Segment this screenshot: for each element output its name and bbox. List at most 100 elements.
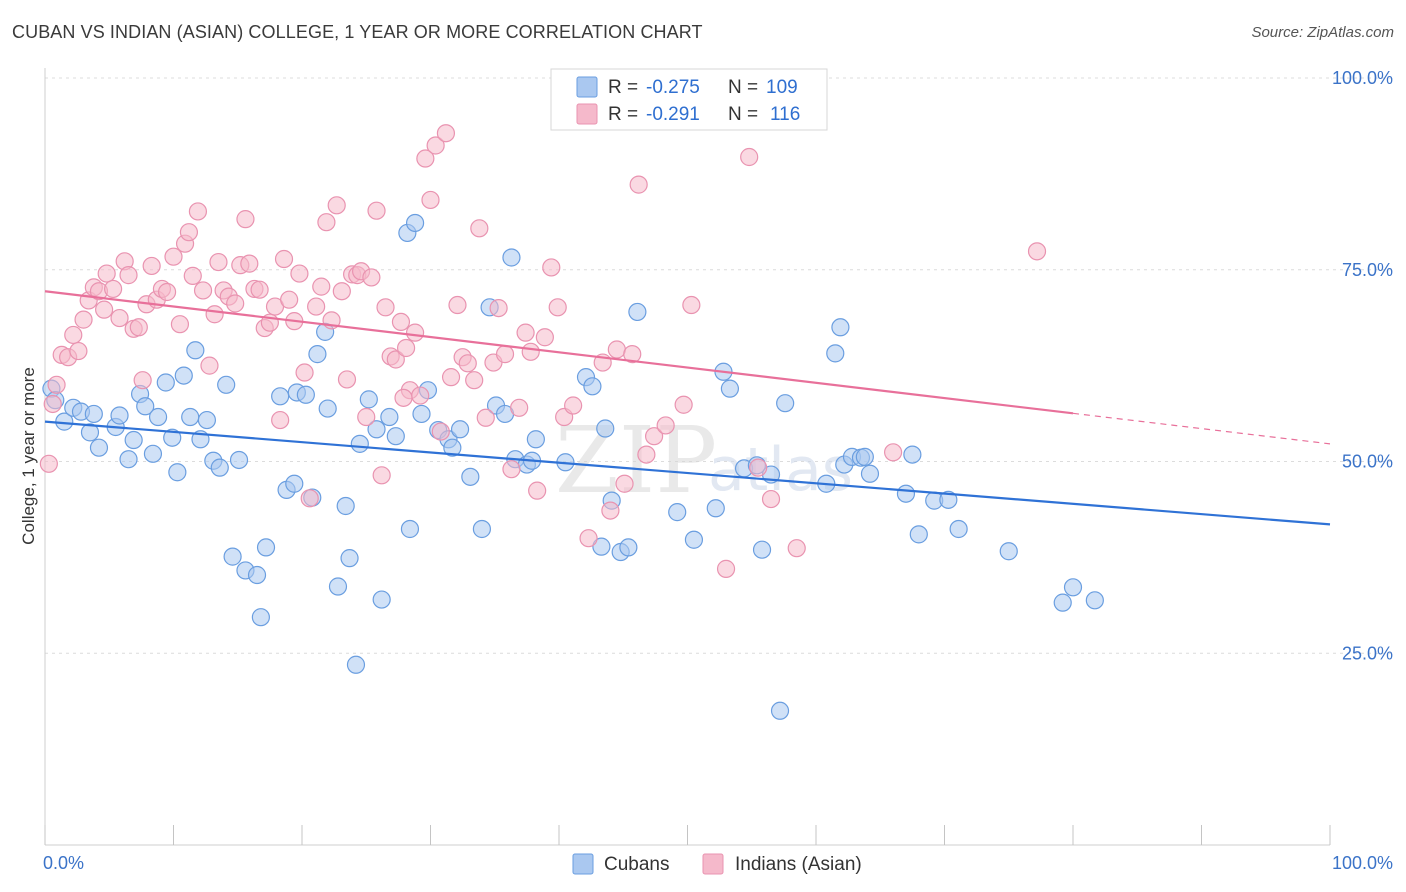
indian-point — [465, 371, 484, 390]
legend-r-label: R = — [608, 77, 638, 98]
indian-point — [421, 190, 440, 210]
indian-point — [749, 458, 768, 477]
cuban-point — [251, 608, 270, 627]
indian-point — [205, 305, 224, 324]
cuban-point — [296, 385, 315, 404]
cuban-point — [472, 519, 491, 539]
cuban-point — [110, 406, 129, 425]
cuban-point — [949, 519, 968, 539]
cuban-point — [217, 375, 236, 394]
indian-point — [416, 149, 435, 168]
indian-point — [623, 345, 642, 364]
cuban-point — [583, 377, 602, 396]
indian-point — [883, 443, 903, 462]
indian-point — [528, 481, 547, 500]
indian-point — [542, 258, 561, 277]
legend-n-value-indians: 116 — [770, 104, 800, 125]
cuban-point — [628, 302, 647, 322]
cuban-point — [168, 463, 187, 482]
indian-point — [300, 489, 319, 508]
indian-point — [290, 264, 309, 283]
cuban-point — [706, 499, 725, 518]
cuban-point — [896, 484, 916, 503]
y-tick-label: 50.0% — [1342, 452, 1393, 472]
indian-point — [337, 370, 357, 389]
indian-point — [327, 196, 346, 215]
indian-point — [157, 282, 177, 302]
indian-point — [119, 266, 138, 285]
indian-point — [332, 282, 351, 301]
indian-point — [367, 201, 386, 220]
indian-point — [391, 312, 411, 332]
cuban-point — [256, 538, 276, 557]
indian-point — [564, 396, 583, 415]
cuban-point — [450, 420, 470, 439]
cuban-point — [684, 530, 704, 549]
indian-point — [458, 354, 477, 373]
cuban-point — [223, 547, 242, 566]
indian-point — [312, 277, 331, 296]
indian-point — [682, 295, 701, 315]
cuban-point — [596, 419, 615, 438]
indian-point — [521, 342, 540, 361]
cuban-point — [752, 540, 772, 559]
x-tick-label-min: 0.0% — [43, 853, 84, 873]
cuban-point — [502, 248, 521, 267]
indian-point — [307, 297, 326, 316]
watermark-atlas: atlas — [708, 435, 853, 505]
trend-lines — [44, 290, 1331, 526]
indian-point — [716, 559, 736, 578]
indian-point — [761, 489, 781, 509]
indian-point — [142, 256, 161, 276]
cuban-point — [186, 341, 205, 360]
indian-point — [274, 249, 294, 269]
indian-point — [209, 252, 228, 272]
indian-point — [787, 539, 806, 558]
cuban-point — [400, 519, 420, 539]
cuban-point — [776, 394, 795, 413]
cuban-point — [461, 467, 480, 486]
cuban-point — [526, 430, 545, 449]
cuban-point — [903, 445, 922, 464]
correlation-legend: R = -0.275 N = 109 R = -0.291 N = 116 — [550, 68, 828, 131]
cuban-point — [909, 525, 928, 544]
x-tick-label-max: 100.0% — [1332, 853, 1393, 873]
indian-point — [426, 136, 445, 155]
indian-point — [179, 223, 199, 242]
indian-point — [431, 422, 450, 441]
data-points — [39, 124, 1104, 720]
cuban-point — [1063, 578, 1083, 597]
watermark: ZIP atlas — [555, 407, 853, 514]
indian-point — [97, 264, 116, 283]
cuban-point — [156, 373, 175, 392]
y-tick-labels: 25.0% 50.0% 75.0% 100.0% — [1332, 68, 1393, 663]
cuban-point — [720, 379, 740, 398]
cuban-point — [405, 213, 425, 233]
indian-point — [405, 323, 425, 342]
cuban-point — [328, 577, 348, 596]
watermark-zip: ZIP — [555, 407, 717, 514]
cuban-point — [372, 590, 391, 609]
indian-point — [43, 394, 62, 414]
cuban-point — [80, 423, 100, 442]
indian-point — [495, 345, 515, 364]
indian-point — [250, 280, 269, 299]
cuban-point — [285, 474, 304, 493]
cuban-point — [119, 450, 138, 469]
indian-point — [200, 356, 219, 375]
indian-point — [411, 386, 430, 405]
cuban-point — [367, 420, 386, 439]
cuban-point — [124, 430, 143, 450]
indian-point — [317, 213, 336, 232]
indian-point — [193, 281, 213, 300]
cuban-trend-line — [44, 420, 1331, 526]
indian-point — [372, 466, 391, 485]
legend-r-label: R = — [608, 104, 638, 125]
cuban-point — [308, 345, 327, 364]
indian-point — [183, 266, 202, 285]
indian-point — [516, 323, 535, 342]
indian-point — [362, 268, 381, 287]
indian-point — [95, 300, 114, 319]
cuban-point — [855, 447, 874, 466]
